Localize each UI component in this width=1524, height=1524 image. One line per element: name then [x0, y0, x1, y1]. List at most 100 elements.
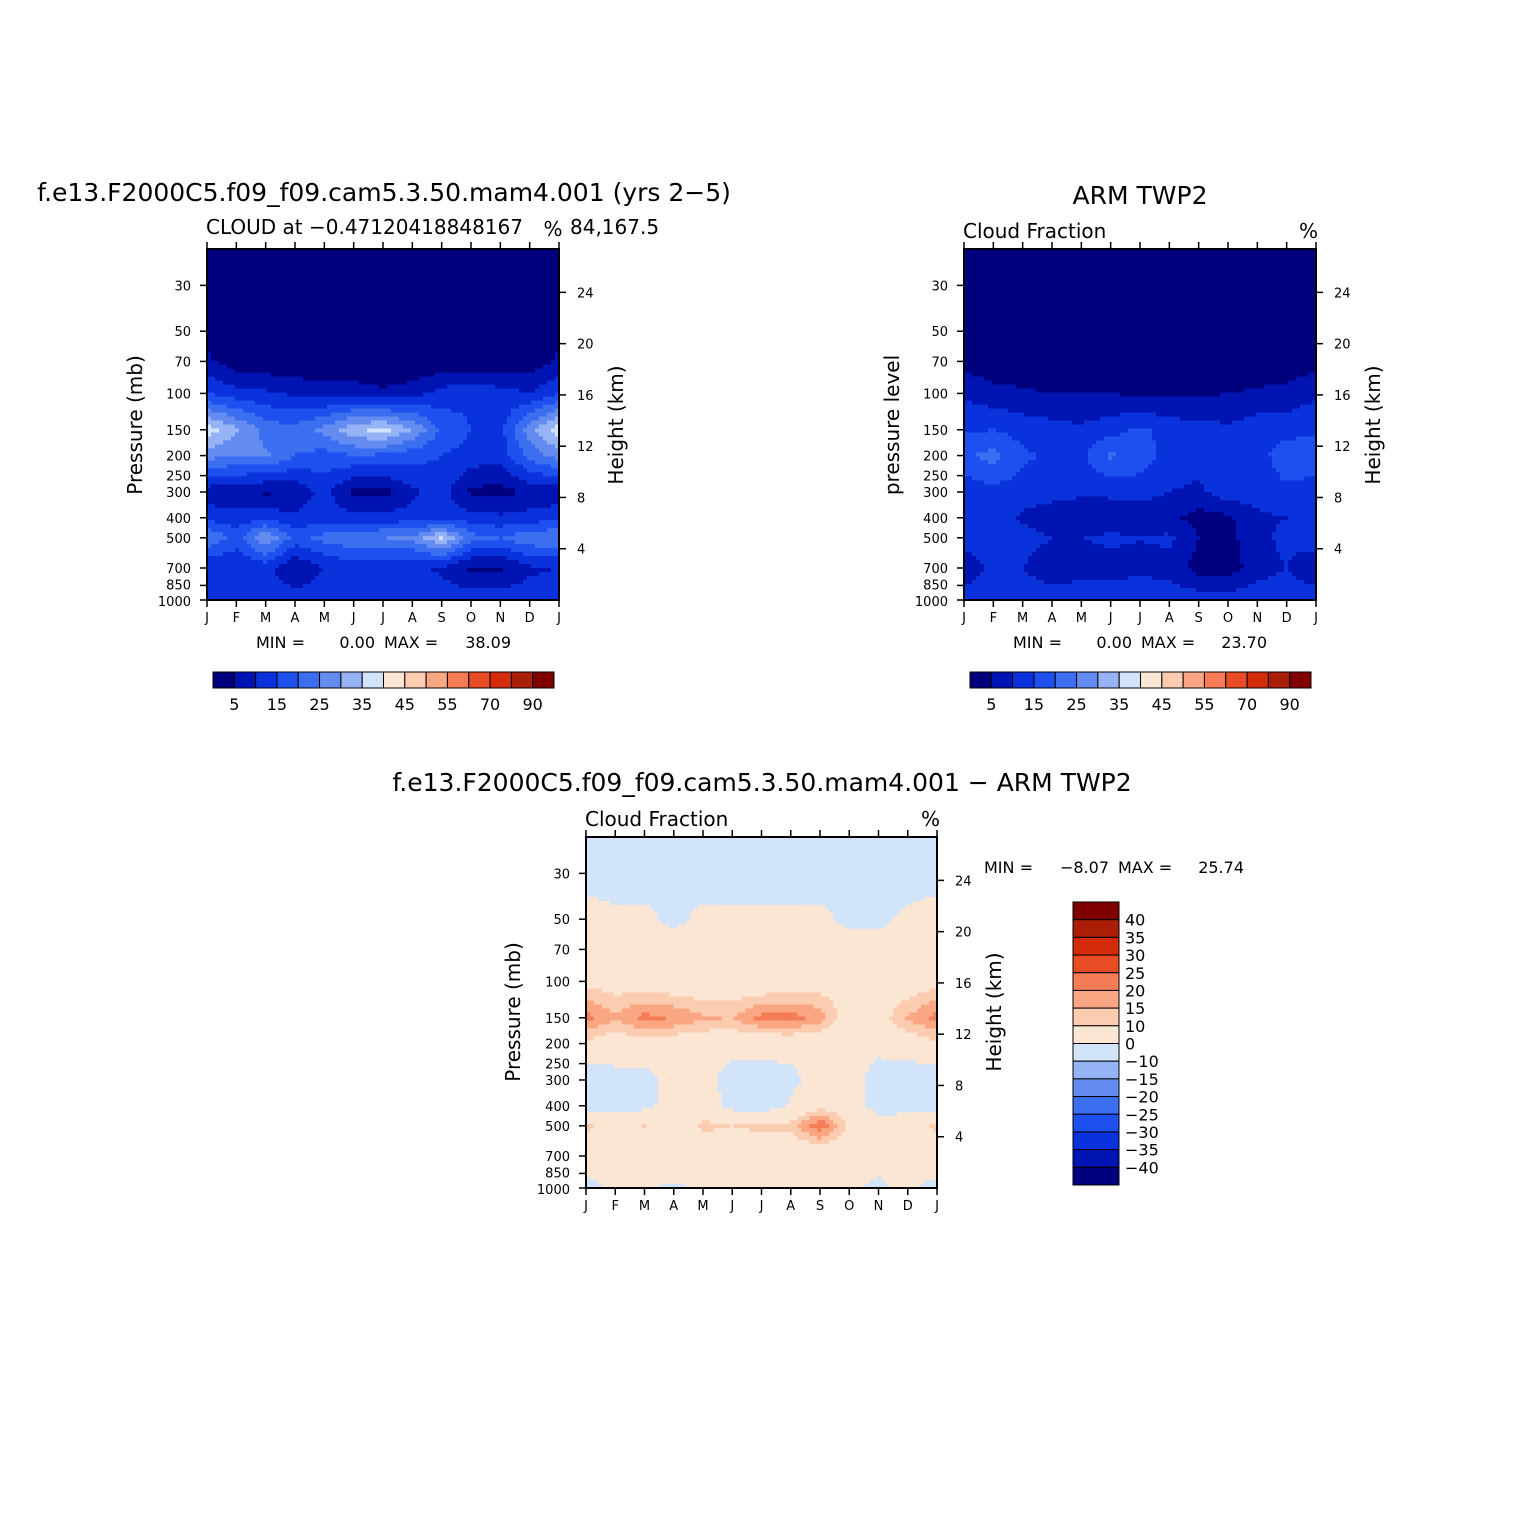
contour-cell [375, 436, 380, 441]
contour-cell [347, 536, 352, 541]
contour-cell [235, 345, 240, 350]
contour-cell [275, 361, 280, 366]
contour-cell [267, 488, 272, 493]
contour-cell [311, 444, 316, 449]
contour-cell [431, 436, 436, 441]
contour-cell [335, 373, 340, 378]
panel-model-subtitle-left: CLOUD at −0.47120418848167 [206, 215, 523, 239]
contour-cell [431, 309, 436, 314]
contour-cell [299, 460, 304, 465]
contour-cell [291, 397, 296, 402]
contour-cell [275, 536, 280, 541]
contour-cell [355, 444, 360, 449]
contour-cell [323, 484, 328, 489]
contour-cell [211, 524, 216, 529]
contour-cell [403, 528, 408, 533]
contour-cell [351, 421, 356, 426]
contour-cell [307, 305, 312, 310]
contour-cell [303, 560, 308, 565]
contour-cell [331, 496, 336, 501]
contour-cell [327, 504, 332, 509]
contour-cell [271, 389, 276, 394]
contour-cell [219, 393, 224, 398]
contour-cell [355, 329, 360, 334]
contour-cell [423, 508, 428, 513]
contour-cell [431, 496, 436, 501]
contour-cell [351, 253, 356, 258]
contour-cell [295, 389, 300, 394]
contour-cell [235, 484, 240, 489]
contour-cell [359, 556, 364, 561]
contour-cell [343, 301, 348, 306]
contour-cell [419, 484, 424, 489]
contour-cell [367, 273, 372, 278]
contour-cell [247, 389, 252, 394]
contour-cell [427, 464, 432, 469]
contour-cell [399, 548, 404, 553]
contour-cell [279, 568, 284, 573]
contour-cell [215, 476, 220, 481]
contour-cell [239, 289, 244, 294]
contour-cell [411, 580, 416, 585]
contour-cell [319, 444, 324, 449]
contour-cell [339, 321, 344, 326]
contour-cell [291, 369, 296, 374]
contour-cell [227, 289, 232, 294]
contour-cell [411, 488, 416, 493]
contour-cell [211, 409, 216, 414]
contour-cell [251, 393, 256, 398]
contour-cell [255, 417, 260, 422]
contour-cell [267, 512, 272, 517]
contour-cell [267, 444, 272, 449]
contour-cell [323, 572, 328, 577]
contour-cell [291, 361, 296, 366]
contour-cell [235, 440, 240, 445]
contour-cell [371, 428, 376, 433]
contour-cell [263, 448, 268, 453]
contour-cell [307, 444, 312, 449]
contour-cell [407, 313, 412, 318]
contour-cell [239, 425, 244, 430]
contour-cell [411, 269, 416, 274]
contour-cell [419, 532, 424, 537]
contour-cell [279, 456, 284, 461]
contour-cell [295, 253, 300, 258]
contour-cell [227, 345, 232, 350]
contour-cell [391, 385, 396, 390]
contour-cell [427, 369, 432, 374]
contour-cell [323, 337, 328, 342]
contour-cell [363, 357, 368, 362]
contour-cell [223, 313, 228, 318]
contour-cell [299, 524, 304, 529]
contour-cell [283, 425, 288, 430]
contour-cell [327, 325, 332, 330]
contour-cell [359, 401, 364, 406]
contour-cell [247, 468, 252, 473]
contour-cell [255, 353, 260, 358]
contour-cell [347, 560, 352, 565]
contour-cell [223, 588, 228, 593]
contour-cell [303, 273, 308, 278]
contour-cell [215, 568, 220, 573]
contour-cell [379, 560, 384, 565]
contour-cell [359, 353, 364, 358]
contour-cell [371, 261, 376, 266]
contour-cell [287, 421, 292, 426]
contour-cell [319, 325, 324, 330]
contour-cell [335, 253, 340, 258]
contour-cell [287, 293, 292, 298]
contour-cell [231, 261, 236, 266]
contour-cell [423, 552, 428, 557]
contour-cell [227, 309, 232, 314]
contour-cell [307, 325, 312, 330]
contour-cell [275, 500, 280, 505]
contour-cell [315, 281, 320, 286]
contour-cell [295, 532, 300, 537]
contour-cell [415, 464, 420, 469]
contour-cell [227, 540, 232, 545]
contour-cell [431, 488, 436, 493]
contour-cell [287, 281, 292, 286]
contour-cell [423, 488, 428, 493]
contour-cell [367, 393, 372, 398]
contour-cell [363, 524, 368, 529]
